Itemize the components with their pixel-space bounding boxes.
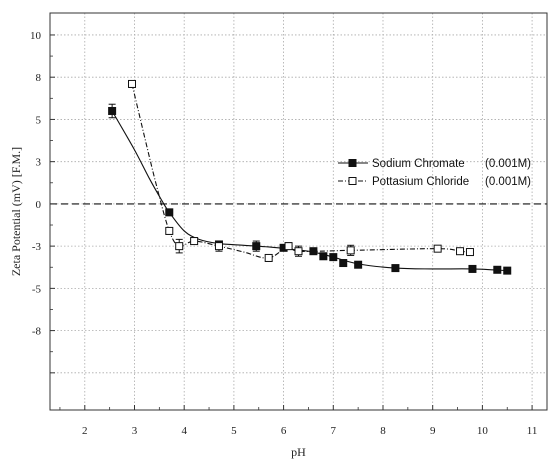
- data-point-sodium-chromate: [252, 242, 261, 251]
- data-point-pottasium-chloride: [294, 247, 303, 256]
- data-point-sodium-chromate: [165, 208, 174, 217]
- data-point-pottasium-chloride: [264, 253, 273, 262]
- y-tick-label: 8: [36, 72, 42, 84]
- data-point-sodium-chromate: [319, 252, 328, 261]
- y-tick-label: -5: [32, 283, 42, 295]
- data-point-pottasium-chloride: [214, 242, 223, 251]
- x-tick-label: 3: [132, 425, 138, 437]
- x-axis-title: pH: [291, 445, 306, 459]
- data-point-pottasium-chloride: [175, 242, 184, 251]
- data-point-pottasium-chloride: [433, 244, 442, 253]
- data-point-sodium-chromate: [309, 247, 318, 256]
- data-point-sodium-chromate: [391, 264, 400, 273]
- y-tick-labels: 10 8 5 3 0 -3 -5 -8: [30, 30, 42, 338]
- x-tick-label: 4: [181, 425, 187, 437]
- y-tick-label: -3: [32, 241, 42, 253]
- data-point-sodium-chromate: [493, 265, 502, 274]
- x-tick-label: 5: [231, 425, 237, 437]
- x-tick-label: 6: [281, 425, 287, 437]
- data-point-pottasium-chloride: [346, 246, 355, 255]
- data-point-sodium-chromate: [354, 260, 363, 269]
- legend-concentration-pottasium-chloride: (0.001M): [485, 176, 531, 188]
- error-bars: [108, 80, 442, 262]
- legend-label-sodium-chromate: Sodium Chromate: [372, 158, 465, 170]
- x-tick-label: 2: [82, 425, 88, 437]
- data-point-pottasium-chloride: [128, 79, 137, 88]
- legend-marker-sodium-chromate: [348, 159, 357, 167]
- series-line-sodium-chromate: [111, 110, 508, 272]
- data-point-sodium-chromate: [108, 106, 117, 115]
- x-tick-label: 10: [477, 425, 489, 437]
- x-tick-label: 11: [527, 425, 538, 437]
- x-tick-labels: 2 3 4 5 6 7 8 9 10 11: [82, 425, 537, 437]
- legend-marker-pottasium-chloride: [348, 177, 357, 185]
- series-line-pottasium-chloride: [131, 83, 471, 259]
- data-point-pottasium-chloride: [165, 226, 174, 235]
- x-tick-label: 8: [380, 425, 386, 437]
- data-point-pottasium-chloride: [284, 242, 293, 251]
- legend-concentration-sodium-chromate: (0.001M): [485, 158, 531, 170]
- plot-frame: [49, 12, 548, 411]
- data-point-pottasium-chloride: [190, 237, 199, 246]
- y-axis-title: Zeta Potential (mV) [F.M.]: [9, 147, 23, 276]
- data-point-pottasium-chloride: [456, 247, 465, 256]
- x-tick-label: 7: [331, 425, 337, 437]
- legend-label-pottasium-chloride: Pottasium Chloride: [372, 176, 469, 188]
- y-tick-label: 10: [30, 30, 42, 42]
- data-point-sodium-chromate: [468, 264, 477, 273]
- y-tick-label: -8: [32, 326, 42, 338]
- data-point-pottasium-chloride: [465, 248, 474, 257]
- legend: Sodium Chromate (0.001M) Pottasium Chlor…: [338, 158, 531, 188]
- data-markers: [108, 79, 512, 275]
- data-point-sodium-chromate: [339, 259, 348, 268]
- x-tick-label: 9: [430, 425, 436, 437]
- data-point-sodium-chromate: [329, 253, 338, 262]
- data-point-sodium-chromate: [503, 266, 512, 275]
- y-tick-label: 0: [36, 199, 42, 211]
- y-tick-label: 3: [36, 157, 42, 169]
- grid-lines: [50, 13, 547, 410]
- y-tick-label: 5: [36, 114, 42, 126]
- axis-ticks: [50, 34, 533, 410]
